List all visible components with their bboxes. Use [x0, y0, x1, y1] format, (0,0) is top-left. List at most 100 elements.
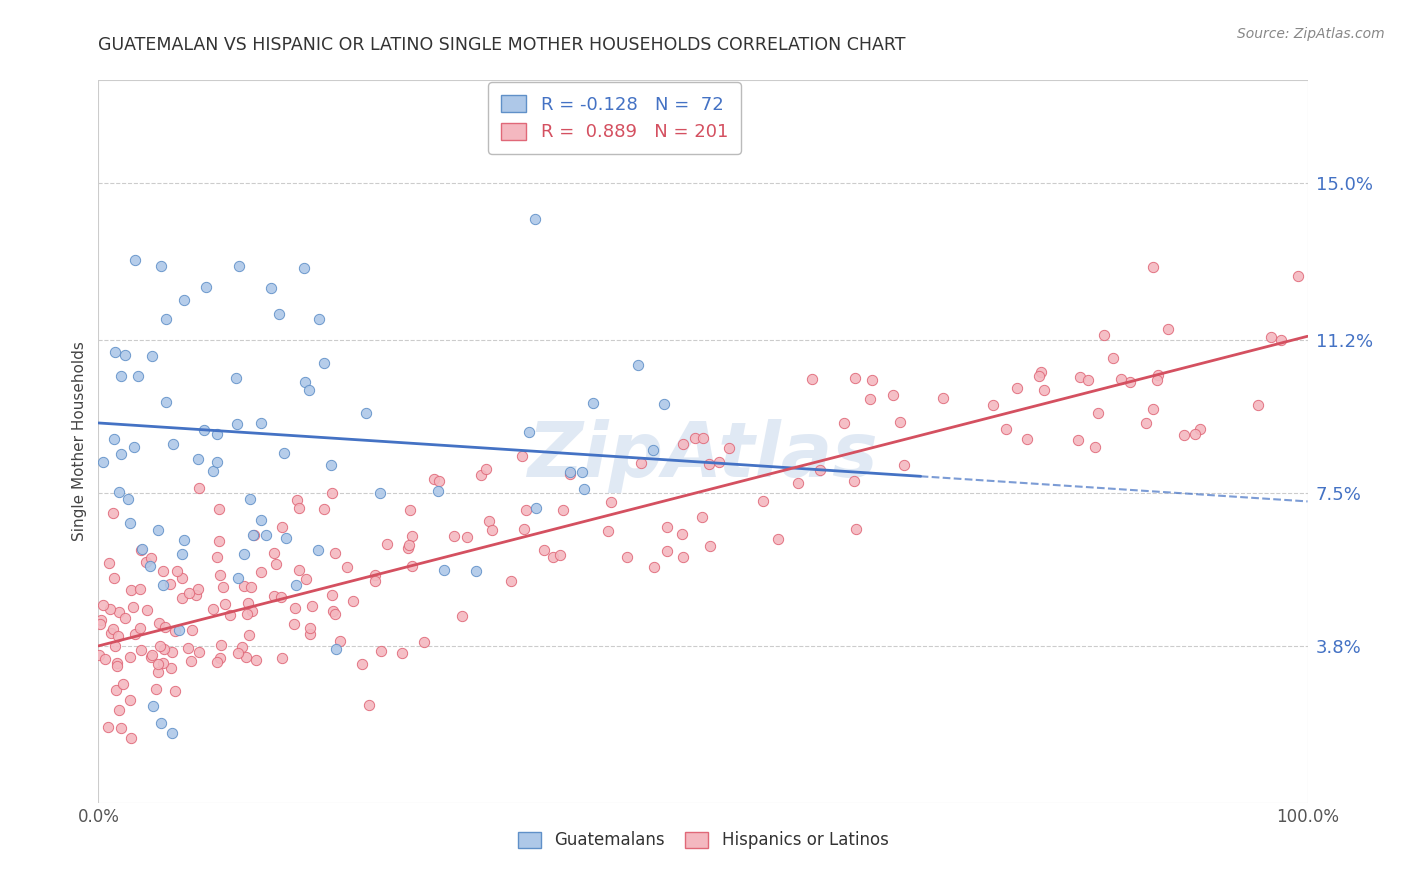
Point [110, 368, 132, 383]
Point [314, 356, 336, 370]
Point [285, 492, 308, 507]
Point [239, 492, 262, 507]
Point [398, 538, 420, 552]
Point [193, 423, 215, 437]
Point [1188, 422, 1211, 436]
Point [249, 416, 271, 430]
Point [298, 384, 321, 398]
Point [150, 715, 173, 730]
Point [842, 474, 865, 488]
Point [120, 731, 142, 745]
Point [152, 564, 174, 578]
Point [270, 590, 292, 604]
Point [1142, 402, 1164, 417]
Point [692, 509, 714, 524]
Point [187, 452, 209, 467]
Point [321, 486, 343, 500]
Point [162, 645, 184, 659]
Point [148, 523, 170, 537]
Point [208, 534, 231, 549]
Point [844, 371, 866, 385]
Point [1184, 427, 1206, 442]
Point [155, 311, 177, 326]
Point [201, 602, 224, 616]
Point [288, 500, 311, 515]
Point [98, 602, 121, 616]
Point [643, 443, 665, 458]
Point [800, 372, 823, 386]
Point [307, 543, 329, 558]
Point [845, 522, 868, 536]
Point [301, 599, 323, 614]
Point [110, 447, 132, 461]
Point [159, 577, 181, 591]
Point [263, 546, 285, 560]
Point [364, 568, 387, 582]
Point [162, 726, 184, 740]
Point [231, 640, 253, 654]
Point [517, 425, 540, 440]
Point [643, 560, 665, 574]
Point [91, 454, 114, 468]
Point [249, 565, 271, 579]
Point [481, 523, 503, 537]
Point [1087, 406, 1109, 420]
Point [558, 467, 581, 481]
Point [90, 613, 112, 627]
Point [412, 634, 434, 648]
Point [214, 597, 236, 611]
Point [499, 574, 522, 588]
Point [834, 416, 856, 430]
Point [548, 548, 571, 562]
Point [180, 654, 202, 668]
Point [135, 554, 157, 568]
Point [170, 591, 193, 606]
Point [314, 502, 336, 516]
Point [350, 657, 373, 671]
Point [697, 458, 720, 472]
Point [149, 639, 172, 653]
Point [932, 391, 955, 405]
Point [1005, 381, 1028, 395]
Point [205, 454, 228, 468]
Point [153, 642, 176, 657]
Point [398, 503, 420, 517]
Point [97, 720, 120, 734]
Point [616, 550, 638, 565]
Point [245, 653, 267, 667]
Point [336, 560, 359, 574]
Point [239, 580, 262, 594]
Point [235, 650, 257, 665]
Point [1031, 365, 1053, 379]
Point [218, 608, 240, 623]
Point [370, 644, 392, 658]
Point [512, 522, 534, 536]
Point [145, 681, 167, 696]
Point [148, 615, 170, 630]
Point [181, 624, 204, 638]
Point [114, 611, 136, 625]
Point [808, 463, 831, 477]
Point [533, 542, 555, 557]
Point [236, 607, 259, 622]
Point [264, 557, 287, 571]
Point [149, 259, 172, 273]
Point [209, 638, 232, 652]
Point [1028, 368, 1050, 383]
Point [321, 588, 343, 602]
Point [292, 260, 315, 275]
Point [294, 375, 316, 389]
Point [93, 652, 115, 666]
Point [267, 307, 290, 321]
Point [893, 458, 915, 472]
Point [465, 564, 488, 578]
Text: GUATEMALAN VS HISPANIC OR LATINO SINGLE MOTHER HOUSEHOLDS CORRELATION CHART: GUATEMALAN VS HISPANIC OR LATINO SINGLE … [98, 36, 905, 54]
Point [655, 544, 678, 558]
Point [1135, 416, 1157, 430]
Point [87, 648, 110, 662]
Point [124, 253, 146, 268]
Point [329, 634, 352, 648]
Point [129, 543, 152, 558]
Point [112, 677, 135, 691]
Point [541, 549, 564, 564]
